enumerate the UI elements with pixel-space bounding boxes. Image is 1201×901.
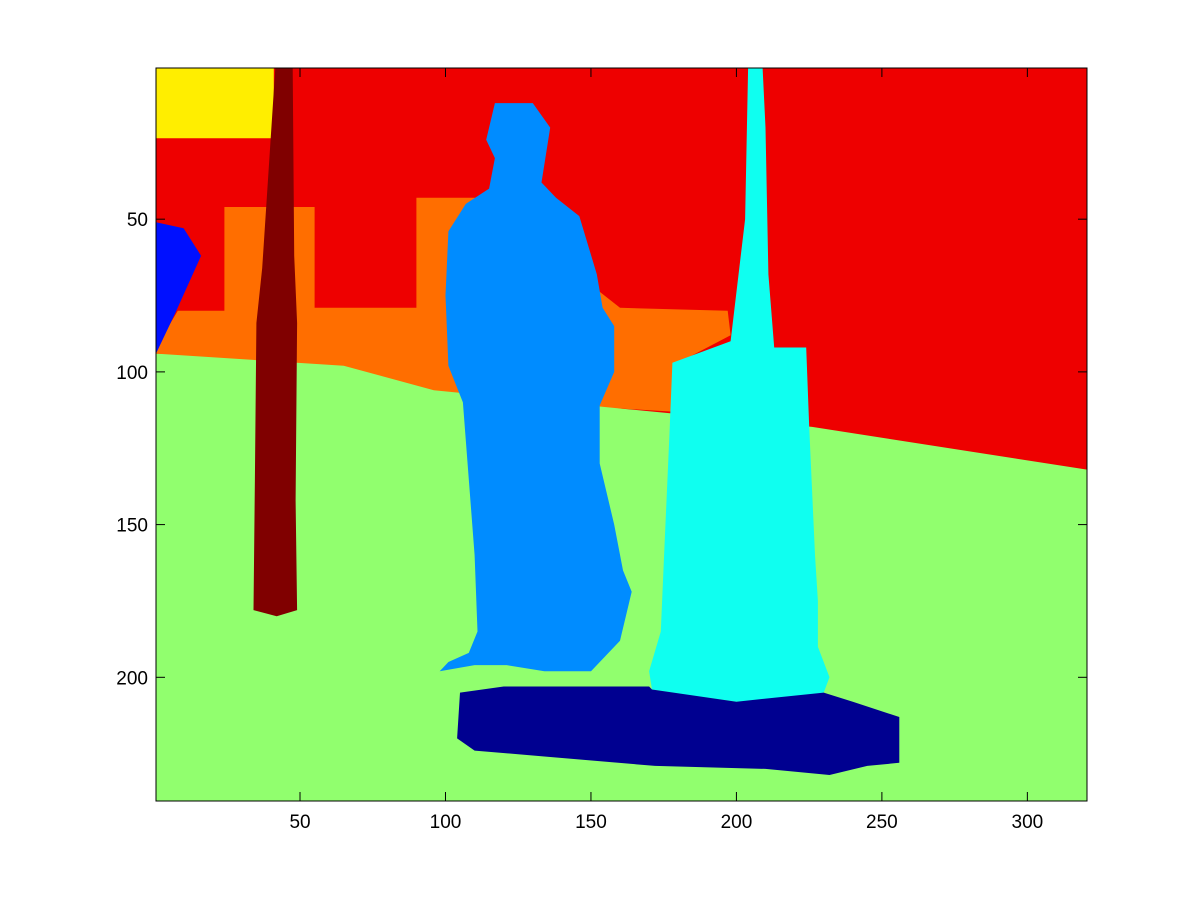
heatmap-regions (156, 68, 1087, 801)
x-tick-label: 200 (721, 812, 753, 833)
x-tick-label: 300 (1012, 812, 1044, 833)
region-pole (253, 68, 298, 617)
plot-frame (155, 67, 1088, 802)
region-monument-shadow (457, 686, 900, 775)
region-blue-patch (156, 222, 202, 354)
plot-area (155, 67, 1088, 802)
y-tick-label: 50 (127, 210, 148, 231)
y-tick-label: 100 (116, 363, 148, 384)
region-person (439, 103, 632, 672)
x-axis-tick-labels: 50 100 150 200 250 300 (289, 812, 1043, 833)
x-tick-label: 250 (866, 812, 898, 833)
y-tick-label: 200 (116, 668, 148, 689)
region-monument (649, 68, 830, 702)
x-tick-label: 50 (289, 812, 310, 833)
region-top-left-patch (156, 68, 274, 139)
y-tick-label: 150 (116, 516, 148, 537)
y-axis-tick-labels: 50 100 150 200 (116, 210, 148, 689)
x-tick-label: 150 (575, 812, 607, 833)
region-wall (156, 68, 1087, 470)
axis-ticks (156, 68, 1087, 801)
x-tick-label: 100 (430, 812, 462, 833)
